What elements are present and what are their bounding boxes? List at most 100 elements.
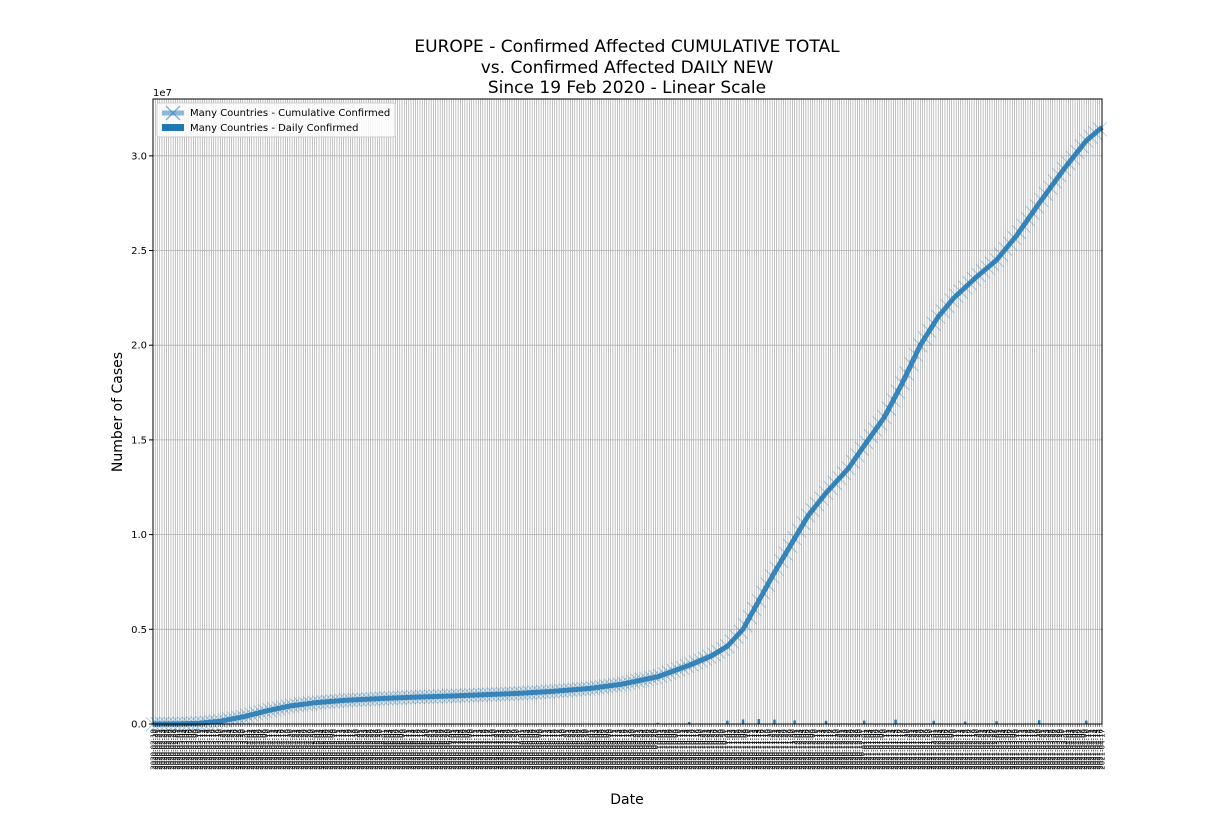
- daily-bar: [793, 720, 796, 724]
- x-tick-label: 2020-12-05: [800, 729, 808, 770]
- x-tick-label: 2021-01-27: [919, 729, 927, 770]
- x-tick-label: 2020-11-29: [787, 729, 795, 770]
- x-tick-label: 2020-07-02: [450, 729, 458, 770]
- x-tick-label: 2021-03-28: [1054, 729, 1062, 770]
- x-tick-label: 2020-08-31: [585, 729, 593, 770]
- x-tick-label: 2020-05-25: [365, 729, 373, 770]
- x-tick-label: 2020-04-29: [307, 729, 315, 770]
- x-tick-label: 2020-06-09: [399, 729, 407, 770]
- x-tick-label: 2020-07-08: [464, 729, 472, 770]
- x-tick-label: 2021-02-16: [964, 728, 972, 769]
- x-tick-label: 2020-04-24: [295, 728, 303, 769]
- x-tick-label: 2021-02-02: [932, 729, 940, 770]
- daily-bar: [995, 721, 998, 724]
- x-tick-label: 2020-09-28: [648, 729, 656, 770]
- x-tick-label: 2021-02-27: [989, 729, 997, 770]
- x-tick-label: 2020-12-02: [793, 729, 801, 770]
- x-tick-label: 2021-01-25: [915, 729, 923, 770]
- x-tick-label: 2020-07-09: [466, 729, 474, 770]
- y-tick-label: 2.5: [131, 246, 147, 257]
- x-tick-label: 2020-12-30: [856, 729, 864, 770]
- x-tick-label: 2020-05-04: [318, 728, 326, 769]
- x-tick-label: 2020-11-02: [726, 729, 734, 770]
- x-tick-label: 2020-09-12: [612, 729, 620, 770]
- x-tick-label: 2020-09-26: [643, 728, 651, 769]
- x-tick-label: 2020-12-19: [832, 729, 840, 770]
- x-tick-label: 2021-01-05: [870, 729, 878, 770]
- x-tick-label: 2020-10-28: [715, 729, 723, 770]
- x-tick-label: 2021-03-07: [1007, 729, 1015, 770]
- x-tick-label: 2020-11-10: [744, 729, 752, 770]
- x-tick-label: 2020-08-03: [522, 729, 530, 770]
- x-tick-label: 2020-03-05: [183, 729, 191, 770]
- x-tick-label: 2020-07-31: [515, 729, 523, 770]
- x-tick-label: 2020-03-23: [224, 729, 232, 770]
- x-tick-label: 2020-11-28: [784, 729, 792, 770]
- x-tick-label: 2020-10-04: [661, 728, 669, 769]
- x-tick-label: 2020-05-09: [329, 729, 337, 770]
- x-tick-label: 2020-03-29: [237, 729, 245, 770]
- x-tick-label: 2021-02-18: [968, 729, 976, 770]
- x-tick-label: 2020-05-07: [324, 729, 332, 770]
- x-tick-label: 2020-02-24: [161, 728, 169, 769]
- x-tick-label: 2020-03-08: [190, 729, 198, 770]
- x-tick-label: 2020-07-24: [499, 728, 507, 769]
- x-tick-label: 2020-10-31: [722, 729, 730, 770]
- x-tick-label: 2020-06-05: [390, 729, 398, 770]
- x-tick-label: 2020-05-06: [322, 728, 330, 769]
- x-tick-label: 2020-06-25: [434, 729, 442, 770]
- x-tick-label: 2020-04-12: [268, 729, 276, 770]
- x-tick-label: 2020-05-11: [333, 729, 341, 770]
- x-tick-label: 2020-11-20: [766, 729, 774, 770]
- x-tick-label: 2021-01-11: [883, 729, 891, 770]
- x-tick-label: 2020-05-10: [331, 729, 339, 770]
- x-tick-label: 2021-03-31: [1060, 729, 1068, 770]
- x-tick-label: 2021-04-07: [1076, 729, 1084, 770]
- x-tick-label: 2020-05-24: [363, 728, 371, 769]
- x-tick-label: 2020-04-20: [286, 729, 294, 770]
- x-tick-label: 2020-11-30: [789, 729, 797, 770]
- x-tick-label: 2020-11-04: [731, 728, 739, 769]
- legend: Many Countries - Cumulative Confirmed Ma…: [156, 102, 396, 138]
- x-tick-label: 2020-12-24: [843, 728, 851, 769]
- x-tick-label: 2020-12-01: [791, 729, 799, 770]
- x-tick-label: 2021-03-19: [1033, 729, 1041, 770]
- x-tick-label: 2020-03-11: [197, 729, 205, 770]
- x-tick-label: 2021-03-26: [1049, 728, 1057, 769]
- x-tick-label: 2020-06-20: [423, 729, 431, 770]
- x-tick-label: 2021-02-21: [975, 729, 983, 770]
- x-tick-label: 2020-06-13: [408, 729, 416, 770]
- x-tick-label: 2020-08-24: [569, 728, 577, 769]
- x-tick-label: 2020-03-07: [188, 729, 196, 770]
- x-tick-label: 2020-03-18: [212, 729, 220, 770]
- x-tick-label: 2021-02-22: [977, 729, 985, 770]
- x-tick-label: 2020-11-27: [782, 729, 790, 770]
- x-tick-label: 2020-06-28: [441, 729, 449, 770]
- x-tick-label: 2020-12-07: [805, 729, 813, 770]
- x-tick-label: 2020-10-21: [699, 729, 707, 770]
- x-tick-label: 2020-10-27: [713, 729, 721, 770]
- x-tick-label: 2020-12-09: [809, 729, 817, 770]
- x-tick-label: 2021-04-09: [1081, 729, 1089, 770]
- y-tick-label: 1.5: [131, 435, 147, 446]
- x-tick-label: 2020-05-15: [342, 729, 350, 770]
- x-tick-label: 2020-04-23: [293, 729, 301, 770]
- plot-background: [153, 99, 1102, 724]
- x-tick-label: 2021-03-21: [1038, 729, 1046, 770]
- x-tick-label: 2020-07-12: [473, 729, 481, 770]
- x-tick-label: 2021-01-01: [861, 729, 869, 770]
- x-tick-label: 2020-12-28: [852, 729, 860, 770]
- x-tick-label: 2020-11-18: [762, 729, 770, 770]
- x-tick-label: 2021-02-28: [991, 729, 999, 770]
- x-tick-label: 2020-03-31: [241, 729, 249, 770]
- x-tick-label: 2020-07-17: [484, 729, 492, 770]
- x-tick-label: 2020-02-21: [154, 729, 162, 770]
- x-tick-label: 2020-04-03: [248, 729, 256, 770]
- x-tick-label: 2021-02-10: [950, 729, 958, 770]
- x-tick-label: 2020-10-19: [695, 729, 703, 770]
- x-tick-label: 2021-03-24: [1045, 728, 1053, 769]
- x-tick-label: 2020-07-22: [495, 729, 503, 770]
- x-tick-label: 2020-06-10: [401, 729, 409, 770]
- x-tick-label: 2020-08-14: [547, 728, 555, 769]
